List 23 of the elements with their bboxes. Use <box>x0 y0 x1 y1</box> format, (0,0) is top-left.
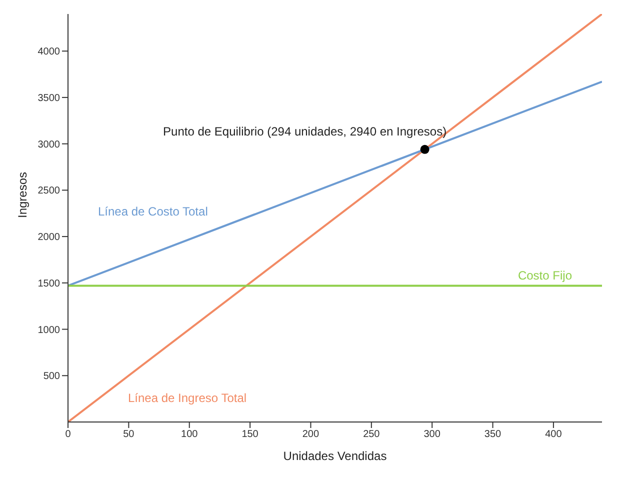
y-tick-label: 3000 <box>38 139 60 150</box>
series-label: Costo Fijo <box>518 268 572 283</box>
y-tick-label: 500 <box>43 371 60 382</box>
x-axis-title: Unidades Vendidas <box>283 449 387 463</box>
x-tick-label: 300 <box>424 429 441 440</box>
x-tick-label: 150 <box>242 429 259 440</box>
x-tick-label: 0 <box>65 429 72 440</box>
y-axis-title: Ingresos <box>15 172 30 218</box>
series-label: Línea de Ingreso Total <box>128 391 247 405</box>
x-tick-label: 200 <box>302 429 320 440</box>
y-tick-label: 4000 <box>38 46 60 58</box>
y-tick-label: 2500 <box>38 186 60 197</box>
y-tick-label: 1500 <box>38 278 60 290</box>
y-tick-label: 2000 <box>38 232 60 244</box>
y-tick-label: 3500 <box>38 93 60 104</box>
x-tick-label: 50 <box>123 429 135 440</box>
y-tick-label: 1000 <box>38 324 60 336</box>
x-tick-label: 350 <box>484 429 502 440</box>
series-label: Línea de Costo Total <box>98 204 208 219</box>
x-tick-label: 100 <box>181 429 198 440</box>
x-tick-label: 250 <box>363 429 380 440</box>
annotation: Punto de Equilibrio (294 unidades, 2940 en Ingresos) <box>163 124 447 138</box>
x-tick-label: 400 <box>545 429 562 440</box>
